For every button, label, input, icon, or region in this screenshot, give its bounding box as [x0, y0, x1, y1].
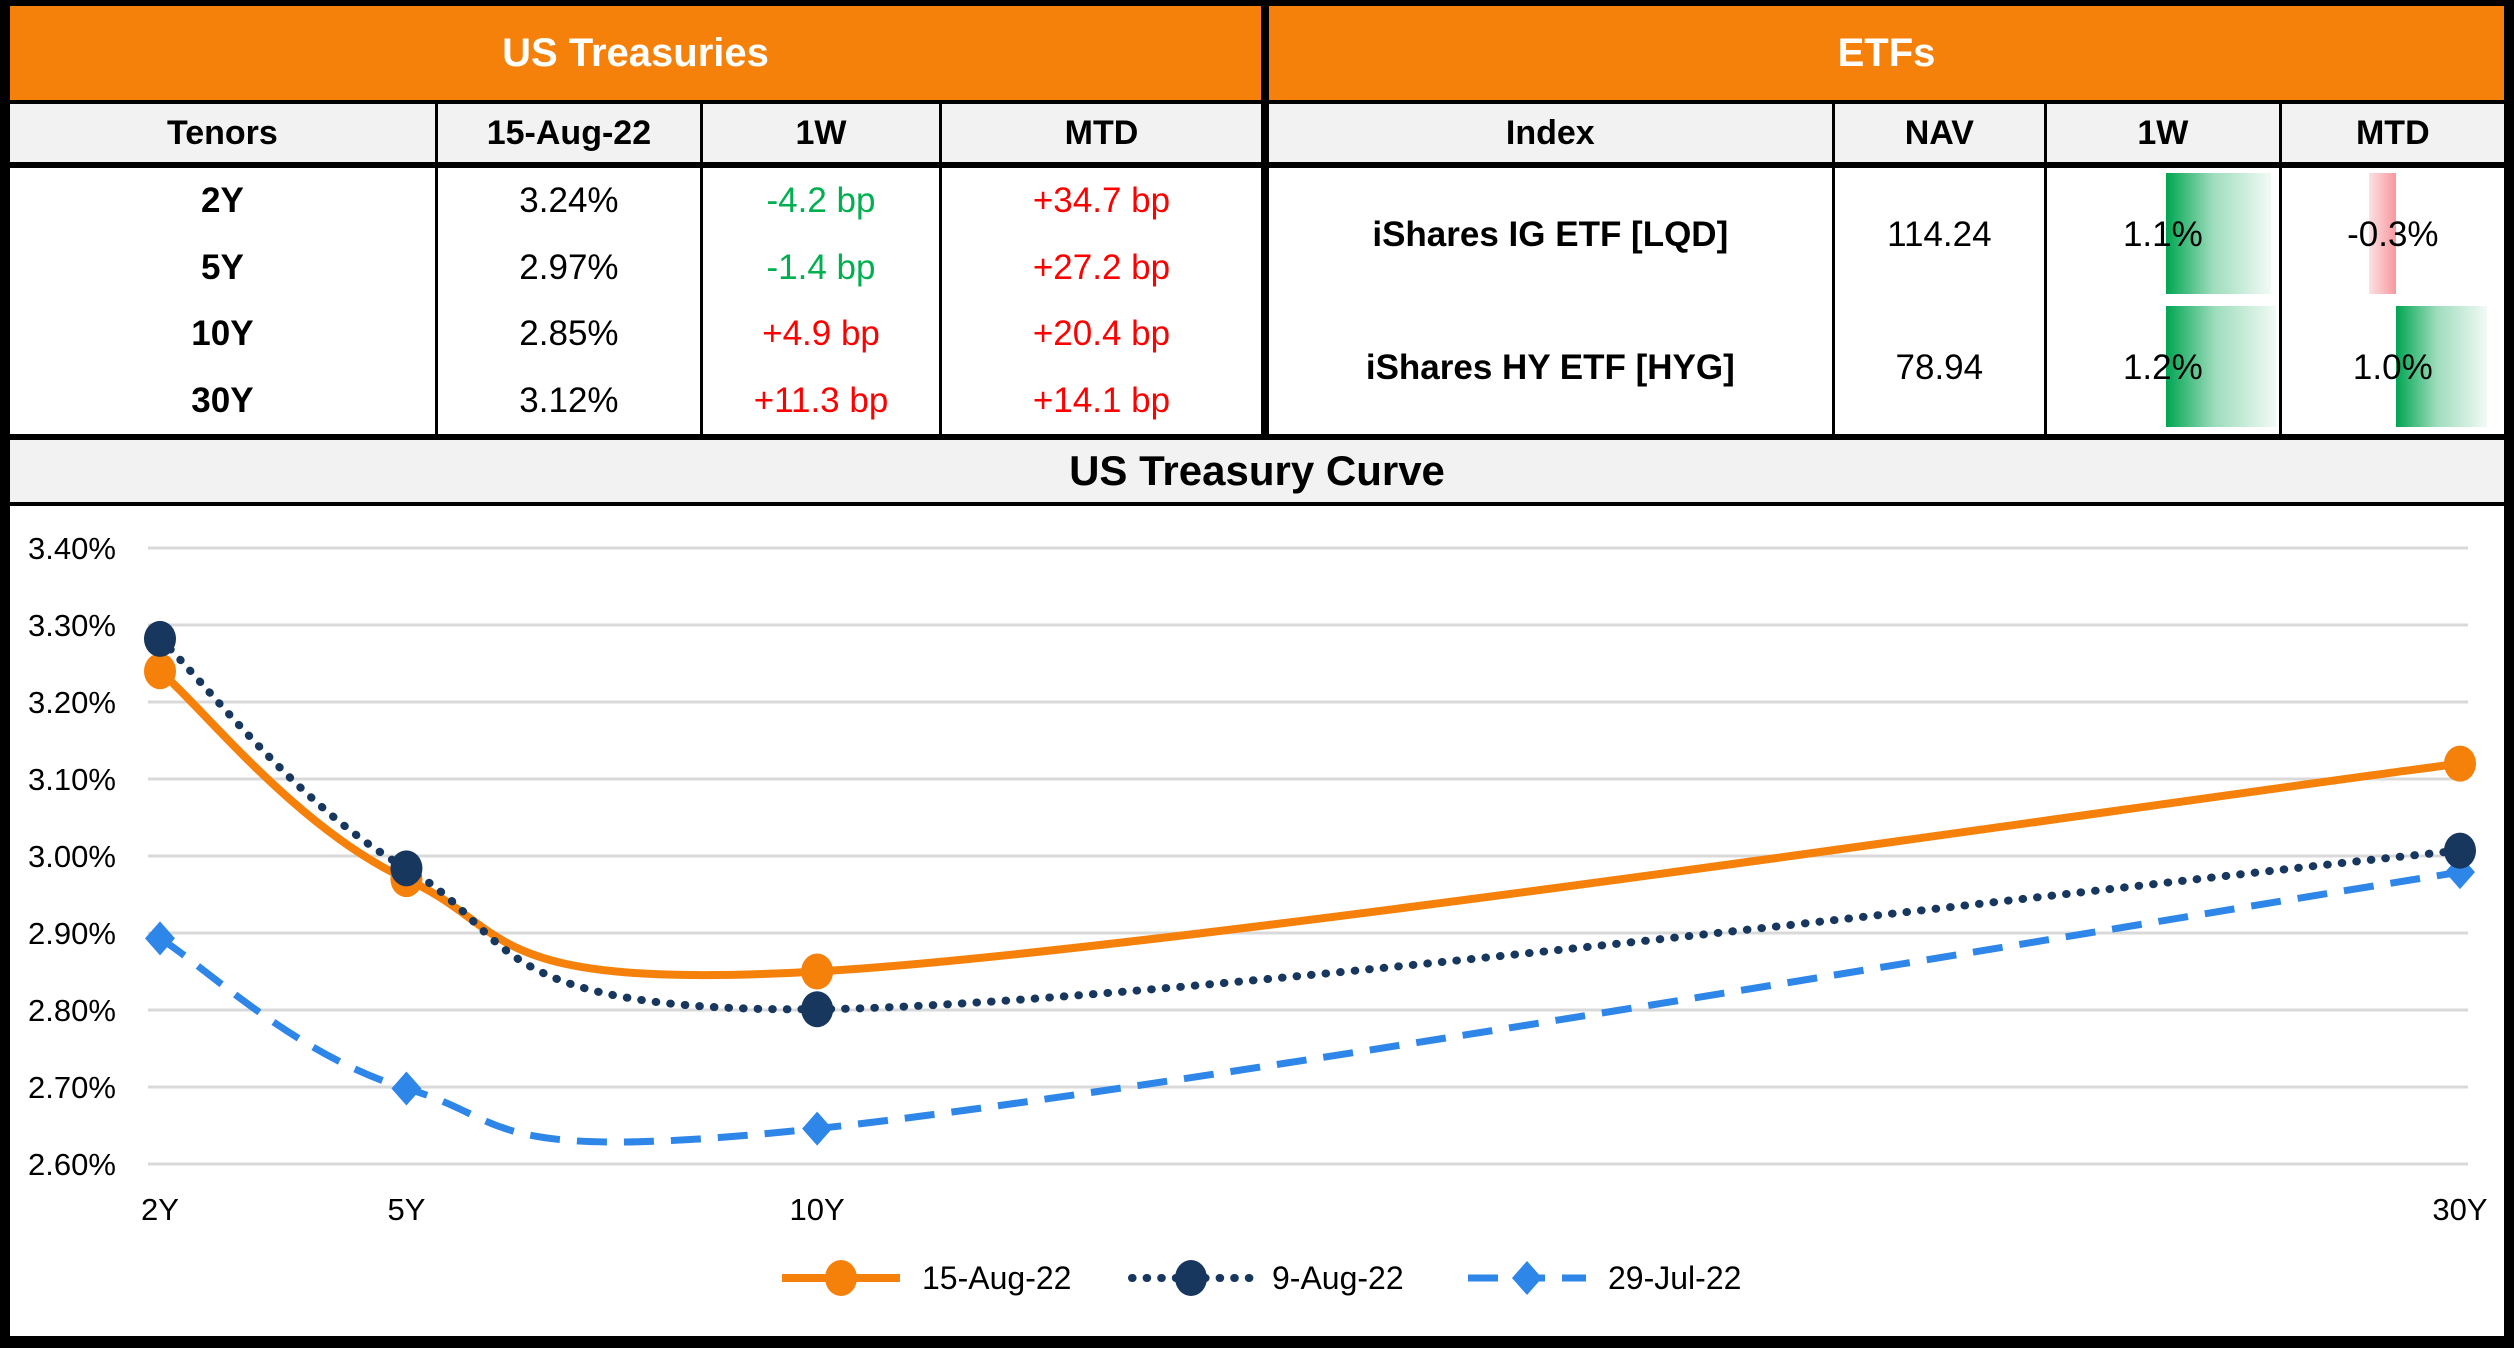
rate-cell: 3.24% — [438, 168, 704, 235]
etf-index-cell: iShares HY ETF [HYG] — [1269, 301, 1835, 434]
y-axis-label: 2.70% — [28, 1070, 116, 1105]
data-point-marker — [801, 953, 834, 990]
legend-item-9-Aug-22: 9-Aug-22 — [1128, 1260, 1404, 1296]
data-point-marker — [801, 991, 834, 1028]
tables-vertical-divider — [1261, 6, 1269, 434]
rate-cell: 2.85% — [438, 301, 704, 368]
rate-cell: 3.12% — [438, 367, 704, 434]
x-axis-label: 5Y — [387, 1192, 425, 1227]
header-index: Index — [1269, 104, 1835, 162]
header-mtd: MTD — [2355, 113, 2430, 152]
etfs-data: iShares IG ETF [LQD] 114.24 1.1% -0.3% i… — [1269, 168, 2504, 434]
etf-1w-cell: 1.1% — [2047, 168, 2282, 301]
etfs-header-row: Index NAV 1W MTD — [1269, 104, 2504, 168]
change-mtd-cell: +27.2 bp — [1032, 247, 1171, 287]
header-date: 15-Aug-22 — [438, 104, 704, 162]
y-axis-label: 2.90% — [28, 916, 116, 951]
etf-nav-cell: 114.24 — [1835, 168, 2048, 301]
tables-row: US Treasuries Tenors 15-Aug-22 1W MTD 2Y… — [10, 6, 2504, 434]
us-treasuries-header-row: Tenors 15-Aug-22 1W MTD — [10, 104, 1261, 168]
y-axis-label: 2.80% — [28, 993, 116, 1028]
databar — [2368, 173, 2397, 294]
etf-index-cell: iShares IG ETF [LQD] — [1269, 168, 1835, 301]
header-1w: 1W — [703, 104, 942, 162]
data-point-marker — [144, 620, 176, 657]
change-mtd-cell: +14.1 bp — [1032, 380, 1171, 420]
y-axis-label: 3.10% — [28, 762, 116, 797]
etf-mtd-cell: -0.3% — [2282, 168, 2504, 301]
x-axis-label: 10Y — [790, 1192, 845, 1227]
us-treasuries-title: US Treasuries — [10, 6, 1261, 104]
data-point-marker — [2444, 832, 2476, 869]
change-1w-cell: -4.2 bp — [703, 168, 942, 235]
data-point-marker — [145, 921, 175, 956]
y-axis-label: 3.30% — [28, 608, 116, 643]
chart-title: US Treasury Curve — [10, 440, 2504, 506]
y-axis-label: 3.00% — [28, 839, 116, 874]
databar — [2166, 306, 2277, 427]
series-line-9-Aug-22 — [156, 634, 2464, 1014]
etfs-title: ETFs — [1269, 6, 2504, 104]
data-point-marker — [391, 1071, 422, 1106]
x-axis-label: 2Y — [141, 1192, 179, 1227]
x-axis-label: 30Y — [2432, 1192, 2487, 1227]
legend-label: 9-Aug-22 — [1272, 1260, 1404, 1296]
rate-cell: 2.97% — [438, 234, 704, 301]
header-tenors: Tenors — [10, 104, 438, 162]
etf-mtd-value: 1.0% — [2352, 347, 2433, 387]
y-axis-label: 3.20% — [28, 685, 116, 720]
change-1w-cell: +4.9 bp — [703, 301, 942, 368]
section-divider — [10, 434, 2504, 440]
data-point-marker — [1512, 1261, 1542, 1295]
y-axis-label: 2.60% — [28, 1147, 116, 1182]
databar — [2166, 173, 2271, 294]
tenor-cell: 2Y — [10, 168, 438, 235]
series-line-15-Aug-22 — [157, 668, 2461, 980]
etf-nav-cell: 78.94 — [1835, 301, 2048, 434]
tenor-cell: 30Y — [10, 367, 438, 434]
legend-label: 29-Jul-22 — [1608, 1260, 1741, 1296]
etf-mtd-value: -0.3% — [2347, 214, 2439, 254]
series-line-29-Jul-22 — [158, 868, 2461, 1146]
us-treasuries-table: US Treasuries Tenors 15-Aug-22 1W MTD 2Y… — [10, 6, 1261, 434]
tenor-cell: 5Y — [10, 234, 438, 301]
etf-1w-cell: 1.2% — [2047, 301, 2282, 434]
etf-1w-value: 1.1% — [2122, 214, 2203, 254]
data-point-marker — [144, 653, 176, 690]
us-treasuries-data: 2Y 3.24% -4.2 bp +34.7 bp 5Y 2.97% -1.4 … — [10, 168, 1261, 434]
header-1w: 1W — [2047, 104, 2282, 162]
treasury-curve-chart: 3.40% 3.30% 3.20% 3.10% 3.00% 2.90% 2.80% 2.70%… — [10, 506, 2504, 1336]
etf-1w-value: 1.2% — [2122, 347, 2203, 387]
legend-label: 15-Aug-22 — [922, 1260, 1071, 1296]
data-point-marker — [802, 1111, 833, 1146]
etfs-table: ETFs Index NAV 1W MTD iShares IG ETF [LQ… — [1269, 6, 2504, 434]
header-nav: NAV — [1835, 104, 2048, 162]
y-axis-label: 3.40% — [28, 531, 116, 566]
change-1w-cell: -1.4 bp — [703, 234, 942, 301]
data-point-marker — [825, 1260, 857, 1296]
change-mtd-cell: +20.4 bp — [1032, 314, 1171, 354]
data-point-marker — [1175, 1260, 1207, 1296]
header-mtd: MTD — [1064, 113, 1139, 152]
change-1w-cell: +11.3 bp — [703, 367, 942, 434]
databar — [2396, 306, 2488, 427]
change-mtd-cell: +34.7 bp — [1032, 181, 1171, 221]
data-point-marker — [390, 850, 423, 887]
etf-mtd-cell: 1.0% — [2282, 301, 2504, 434]
curve-svg: 3.40% 3.30% 3.20% 3.10% 3.00% 2.90% 2.80% 2.70%… — [28, 531, 2488, 1296]
legend-item-15-Aug-22: 15-Aug-22 — [782, 1260, 1071, 1296]
legend-item-29-Jul-22: 29-Jul-22 — [1468, 1260, 1741, 1296]
tenor-cell: 10Y — [10, 301, 438, 368]
data-point-marker — [2444, 745, 2476, 782]
